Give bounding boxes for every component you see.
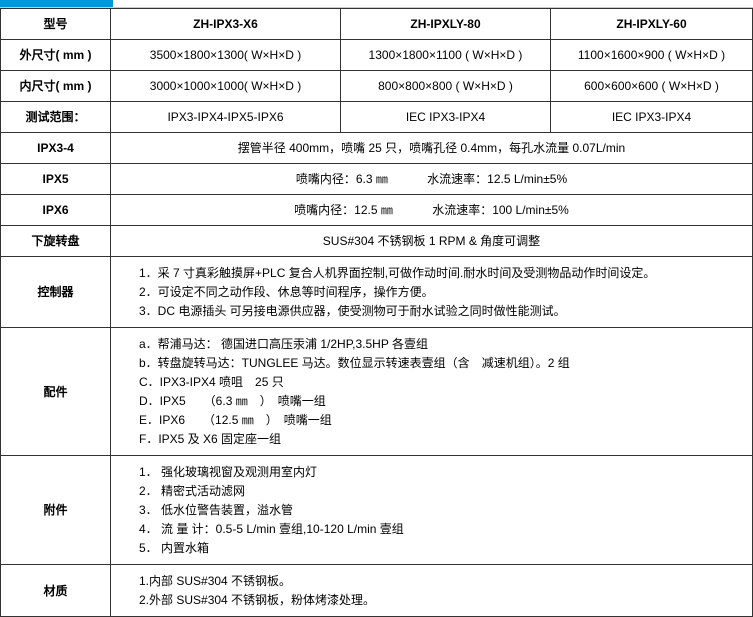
row-label: 测试范围： <box>1 102 111 133</box>
list-item: D．IPX5 （6.3 ㎜ ） 喷嘴一组 <box>139 392 746 410</box>
list-item: C．IPX3-IPX4 喷咀 25 只 <box>139 373 746 391</box>
accessories-list: a．帮浦马达： 德国进口高压汞浦 1/2HP,3.5HP 各壹组 b．转盘旋转马… <box>117 335 746 448</box>
row-label: 配件 <box>1 328 111 456</box>
cell: 1100×1600×900 ( W×H×D ) <box>551 40 753 71</box>
header-model-3: ZH-IPXLY-60 <box>551 9 753 40</box>
cell: 1300×1800×1100 ( W×H×D ) <box>341 40 551 71</box>
list-item: 3． 低水位警告装置，溢水管 <box>139 501 746 519</box>
table-row: 下旋转盘 SUS#304 不锈钢板 1 RPM & 角度可调整 <box>1 226 753 257</box>
cell: 3000×1000×1000( W×H×D ) <box>111 71 341 102</box>
cell: 1.内部 SUS#304 不锈钢板。 2.外部 SUS#304 不锈钢板，粉体烤… <box>111 565 753 617</box>
list-item: F．IPX5 及 X6 固定座一组 <box>139 430 746 448</box>
list-item: 1.内部 SUS#304 不锈钢板。 <box>139 572 746 590</box>
header-model-label: 型号 <box>1 9 111 40</box>
row-label: IPX3-4 <box>1 133 111 164</box>
table-row: 控制器 1．采 7 寸真彩触摸屏+PLC 复合人机界面控制,可做作动时间.耐水时… <box>1 257 753 328</box>
table-row: 测试范围： IPX3-IPX4-IPX5-IPX6 IEC IPX3-IPX4 … <box>1 102 753 133</box>
cell: 喷嘴内径：12.5 ㎜ 水流速率：100 L/min±5% <box>111 195 753 226</box>
list-item: b．转盘旋转马达：TUNGLEE 马达。数位显示转速表壹组（含 减速机组）。2 … <box>139 354 746 372</box>
table-row: IPX6 喷嘴内径：12.5 ㎜ 水流速率：100 L/min±5% <box>1 195 753 226</box>
header-model-1: ZH-IPX3-X6 <box>111 9 341 40</box>
table-row: 外尺寸( mm ) 3500×1800×1300( W×H×D ) 1300×1… <box>1 40 753 71</box>
list-item: 1． 强化玻璃视窗及观测用室内灯 <box>139 463 746 481</box>
material-list: 1.内部 SUS#304 不锈钢板。 2.外部 SUS#304 不锈钢板，粉体烤… <box>117 572 746 609</box>
cell: a．帮浦马达： 德国进口高压汞浦 1/2HP,3.5HP 各壹组 b．转盘旋转马… <box>111 328 753 456</box>
table-row: 附件 1． 强化玻璃视窗及观测用室内灯 2． 精密式活动滤网 3． 低水位警告装… <box>1 456 753 565</box>
cell: IPX3-IPX4-IPX5-IPX6 <box>111 102 341 133</box>
list-item: 2．可设定不同之动作段、休息等时间程序，操作方便。 <box>139 283 746 301</box>
top-accent-bar <box>0 0 753 8</box>
table-row: 材质 1.内部 SUS#304 不锈钢板。 2.外部 SUS#304 不锈钢板，… <box>1 565 753 617</box>
cell: 3500×1800×1300( W×H×D ) <box>111 40 341 71</box>
row-label: 内尺寸( mm ) <box>1 71 111 102</box>
list-item: 5． 内置水箱 <box>139 539 746 557</box>
row-label: IPX5 <box>1 164 111 195</box>
row-label: 控制器 <box>1 257 111 328</box>
row-label: 附件 <box>1 456 111 565</box>
spec-table: 型号 ZH-IPX3-X6 ZH-IPXLY-80 ZH-IPXLY-60 外尺… <box>0 8 753 617</box>
cell: 800×800×800 ( W×H×D ) <box>341 71 551 102</box>
cell: 摆管半径 400mm，喷嘴 25 只，喷嘴孔径 0.4mm，每孔水流量 0.07… <box>111 133 753 164</box>
cell: IEC IPX3-IPX4 <box>551 102 753 133</box>
list-item: 4． 流 量 计：0.5-5 L/min 壹组,10-120 L/min 壹组 <box>139 520 746 538</box>
attachments-list: 1． 强化玻璃视窗及观测用室内灯 2． 精密式活动滤网 3． 低水位警告装置，溢… <box>117 463 746 557</box>
list-item: 1．采 7 寸真彩触摸屏+PLC 复合人机界面控制,可做作动时间.耐水时间及受测… <box>139 264 746 282</box>
cell: 喷嘴内径：6.3 ㎜ 水流速率：12.5 L/min±5% <box>111 164 753 195</box>
table-row: 型号 ZH-IPX3-X6 ZH-IPXLY-80 ZH-IPXLY-60 <box>1 9 753 40</box>
table-row: 配件 a．帮浦马达： 德国进口高压汞浦 1/2HP,3.5HP 各壹组 b．转盘… <box>1 328 753 456</box>
cell: 600×600×600 ( W×H×D ) <box>551 71 753 102</box>
table-row: IPX5 喷嘴内径：6.3 ㎜ 水流速率：12.5 L/min±5% <box>1 164 753 195</box>
list-item: 2． 精密式活动滤网 <box>139 482 746 500</box>
list-item: a．帮浦马达： 德国进口高压汞浦 1/2HP,3.5HP 各壹组 <box>139 335 746 353</box>
cell: SUS#304 不锈钢板 1 RPM & 角度可调整 <box>111 226 753 257</box>
list-item: 3．DC 电源插头 可另接电源供应器，使受测物可于耐水试验之同时做性能测试。 <box>139 302 746 320</box>
row-label: IPX6 <box>1 195 111 226</box>
header-model-2: ZH-IPXLY-80 <box>341 9 551 40</box>
controller-list: 1．采 7 寸真彩触摸屏+PLC 复合人机界面控制,可做作动时间.耐水时间及受测… <box>117 264 746 320</box>
table-row: IPX3-4 摆管半径 400mm，喷嘴 25 只，喷嘴孔径 0.4mm，每孔水… <box>1 133 753 164</box>
table-row: 内尺寸( mm ) 3000×1000×1000( W×H×D ) 800×80… <box>1 71 753 102</box>
row-label: 外尺寸( mm ) <box>1 40 111 71</box>
list-item: 2.外部 SUS#304 不锈钢板，粉体烤漆处理。 <box>139 591 746 609</box>
cell: 1． 强化玻璃视窗及观测用室内灯 2． 精密式活动滤网 3． 低水位警告装置，溢… <box>111 456 753 565</box>
cell: IEC IPX3-IPX4 <box>341 102 551 133</box>
list-item: E．IPX6 （12.5 ㎜ ） 喷嘴一组 <box>139 411 746 429</box>
cell: 1．采 7 寸真彩触摸屏+PLC 复合人机界面控制,可做作动时间.耐水时间及受测… <box>111 257 753 328</box>
row-label: 材质 <box>1 565 111 617</box>
row-label: 下旋转盘 <box>1 226 111 257</box>
